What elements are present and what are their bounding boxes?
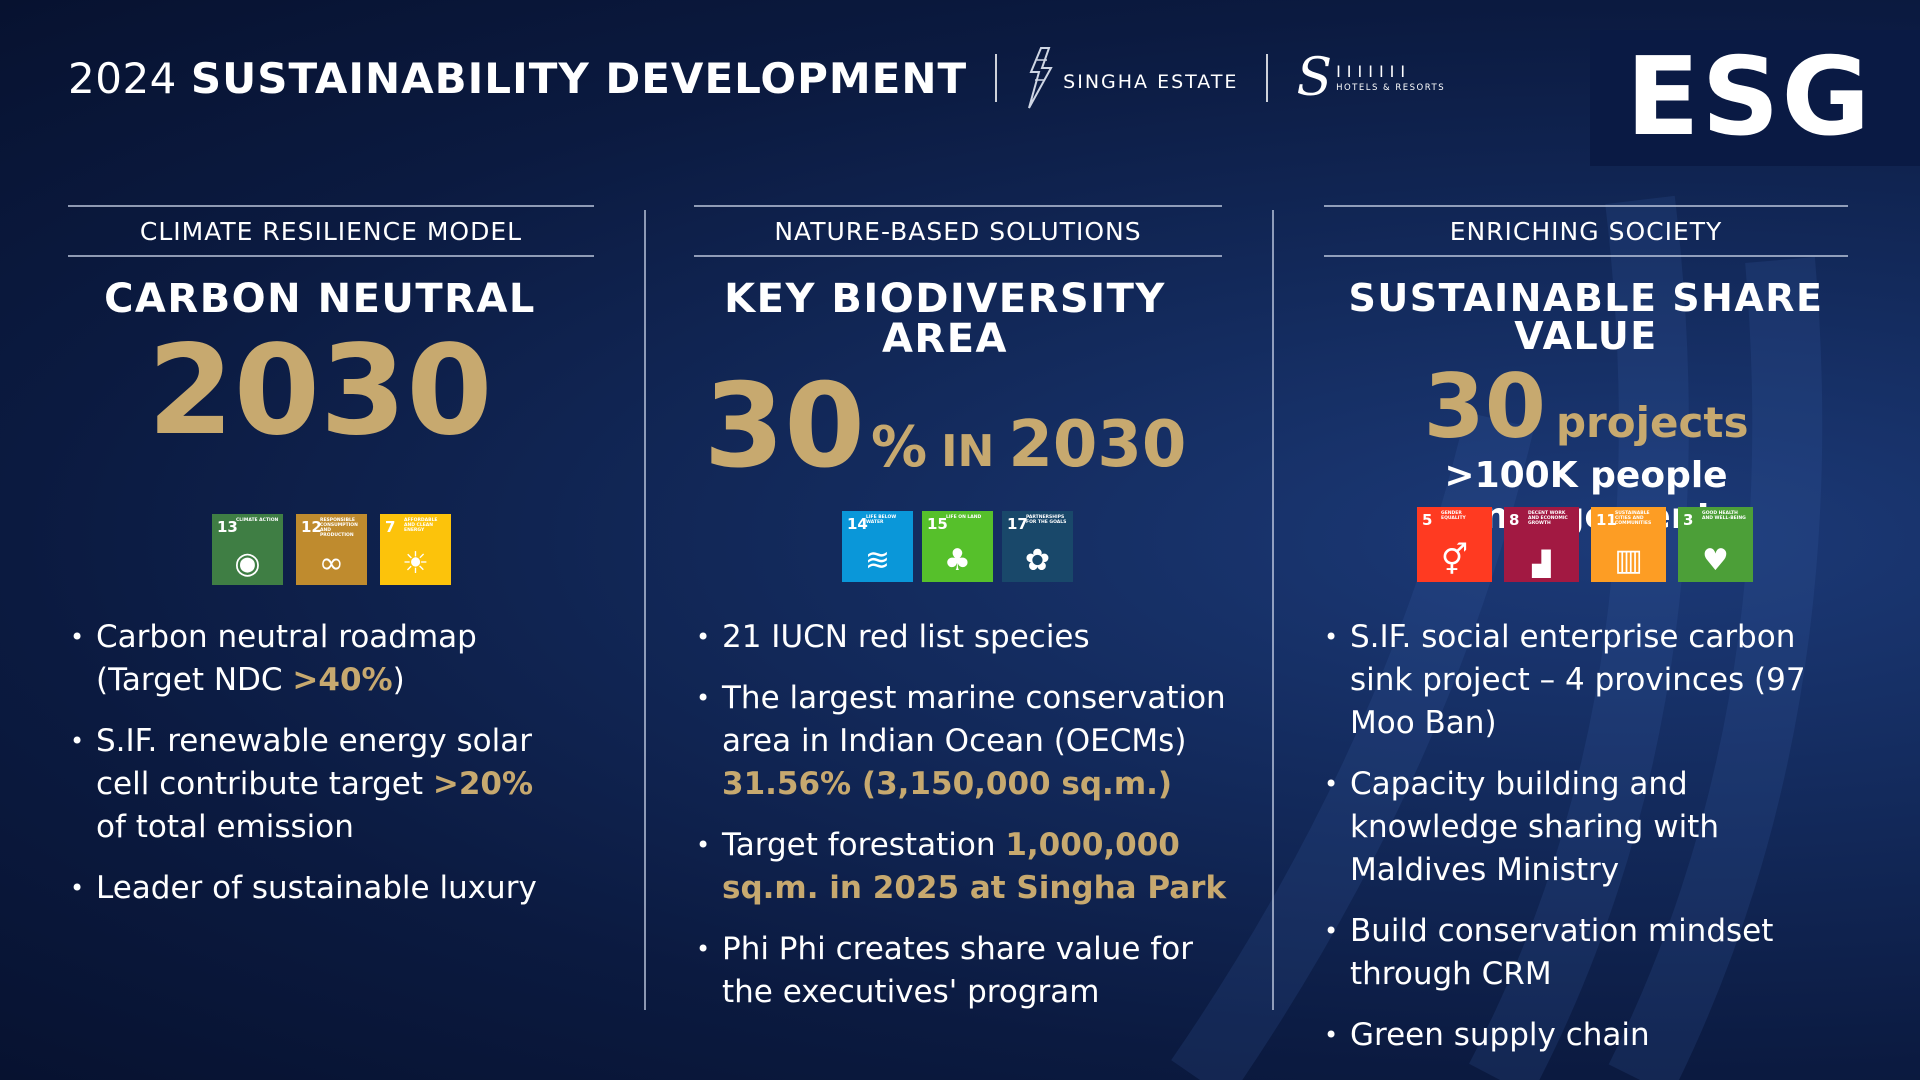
esg-badge: ESG (1590, 30, 1920, 166)
bullet-list: Carbon neutral roadmap (Target NDC >40%)… (68, 616, 568, 928)
big-in: IN (941, 426, 995, 477)
singha-estate-text: SINGHA ESTATE (1063, 71, 1239, 93)
big-value-line: 30 % IN 2030 (668, 369, 1222, 485)
flower-rings-icon: ✿ (1024, 543, 1051, 578)
singha-estate-logo: SINGHA ESTATE (1025, 46, 1238, 110)
gender-icon: ⚥ (1440, 543, 1469, 578)
column-nature: NATURE-BASED SOLUTIONS KEY BIODIVERSITY … (694, 205, 1222, 485)
column-heading: CARBON NEUTRAL (104, 276, 536, 322)
tree-icon: ♣ (944, 543, 971, 578)
header-divider (995, 54, 998, 102)
category-label: ENRICHING SOCIETY (1324, 205, 1848, 257)
sdg-13-icon: 13 CLIMATE ACTION ◉ (212, 514, 283, 585)
category-label: NATURE-BASED SOLUTIONS (694, 205, 1222, 257)
s-hotels-subtitle: HOTELS & RESORTS (1336, 82, 1446, 93)
column-society: ENRICHING SOCIETY SUSTAINABLE SHARE VALU… (1324, 205, 1848, 537)
sdg-8-icon: 8 DECENT WORK AND ECONOMIC GROWTH ▟ (1504, 507, 1579, 582)
heartbeat-icon: ♥ (1702, 543, 1729, 578)
list-item: Green supply chain (1322, 1014, 1862, 1057)
list-item: S.IF. social enterprise carbon sink proj… (1322, 616, 1862, 745)
big-value-line: 30 projects (1324, 363, 1848, 451)
list-item: S.IF. renewable energy solar cell contri… (68, 720, 568, 849)
sdg-12-icon: 12 RESPONSIBLE CONSUMPTION AND PRODUCTION… (296, 514, 367, 585)
column-divider (1272, 210, 1274, 1010)
column-heading: SUSTAINABLE SHARE VALUE (1348, 276, 1824, 358)
big-unit: projects (1555, 398, 1749, 447)
page-title: SUSTAINABILITY DEVELOPMENT (190, 53, 968, 103)
sdg-17-icon: 17 PARTNERSHIPS FOR THE GOALS ✿ (1002, 511, 1073, 582)
header-divider (1266, 54, 1269, 102)
city-icon: ▥ (1614, 543, 1643, 578)
big-unit: % (871, 415, 928, 480)
esg-badge-text: ESG (1625, 35, 1873, 160)
column-climate: CLIMATE RESILIENCE MODEL CARBON NEUTRAL … (68, 205, 594, 453)
sdg-icons-row: 13 CLIMATE ACTION ◉ 12 RESPONSIBLE CONSUMP… (212, 514, 451, 585)
list-item: Build conservation mindset through CRM (1322, 910, 1862, 996)
s-hotels-bars: IIIIIII (1336, 61, 1412, 81)
list-item: Phi Phi creates share value for the exec… (694, 928, 1234, 1014)
sdg-14-icon: 14 LIFE BELOW WATER ≋ (842, 511, 913, 582)
sdg-icons-row: 5 GENDER EQUALITY ⚥ 8 DECENT WORK AND ECON… (1417, 507, 1753, 582)
s-hotels-logo: S IIIIIII HOTELS & RESORTS (1296, 52, 1445, 104)
column-divider (644, 210, 646, 1010)
bullet-list: 21 IUCN red list species The largest mar… (694, 616, 1234, 1032)
singha-flame-icon (1028, 47, 1053, 109)
header-year: 2024 (68, 53, 177, 103)
header-bar: 2024 SUSTAINABILITY DEVELOPMENT SINGHA E… (68, 46, 1445, 110)
infinity-icon: ∞ (319, 546, 344, 581)
fish-icon: ≋ (864, 543, 891, 578)
list-item: Capacity building and knowledge sharing … (1322, 763, 1862, 892)
big-value: 30 (1423, 355, 1546, 458)
engagement-line: >100K people engagement (1444, 455, 1728, 537)
big-value: 30 (703, 359, 865, 494)
list-item: 21 IUCN red list species (694, 616, 1234, 659)
sun-icon: ☀ (402, 546, 429, 581)
category-label: CLIMATE RESILIENCE MODEL (68, 205, 594, 257)
list-item: Carbon neutral roadmap (Target NDC >40%) (68, 616, 568, 702)
list-item: The largest marine conservation area in … (694, 677, 1234, 806)
eye-globe-icon: ◉ (234, 546, 261, 581)
big-value: 2030 (147, 319, 493, 463)
growth-chart-icon: ▟ (1532, 550, 1551, 578)
column-heading: KEY BIODIVERSITY AREA (724, 276, 1166, 362)
bullet-list: S.IF. social enterprise carbon sink proj… (1322, 616, 1862, 1075)
big-year: 2030 (1008, 408, 1187, 482)
list-item: Target forestation 1,000,000 sq.m. in 20… (694, 824, 1234, 910)
sdg-15-icon: 15 LIFE ON LAND ♣ (922, 511, 993, 582)
sdg-11-icon: 11 SUSTAINABLE CITIES AND COMMUNITIES ▥ (1591, 507, 1666, 582)
sdg-icons-row: 14 LIFE BELOW WATER ≋ 15 LIFE ON LAND ♣ 17… (842, 511, 1073, 582)
sdg-7-icon: 7 AFFORDABLE AND CLEAN ENERGY ☀ (380, 514, 451, 585)
sdg-3-icon: 3 GOOD HEALTH AND WELL-BEING ♥ (1678, 507, 1753, 582)
sdg-5-icon: 5 GENDER EQUALITY ⚥ (1417, 507, 1492, 582)
s-hotels-letter: S (1296, 48, 1333, 108)
list-item: Leader of sustainable luxury (68, 867, 568, 910)
